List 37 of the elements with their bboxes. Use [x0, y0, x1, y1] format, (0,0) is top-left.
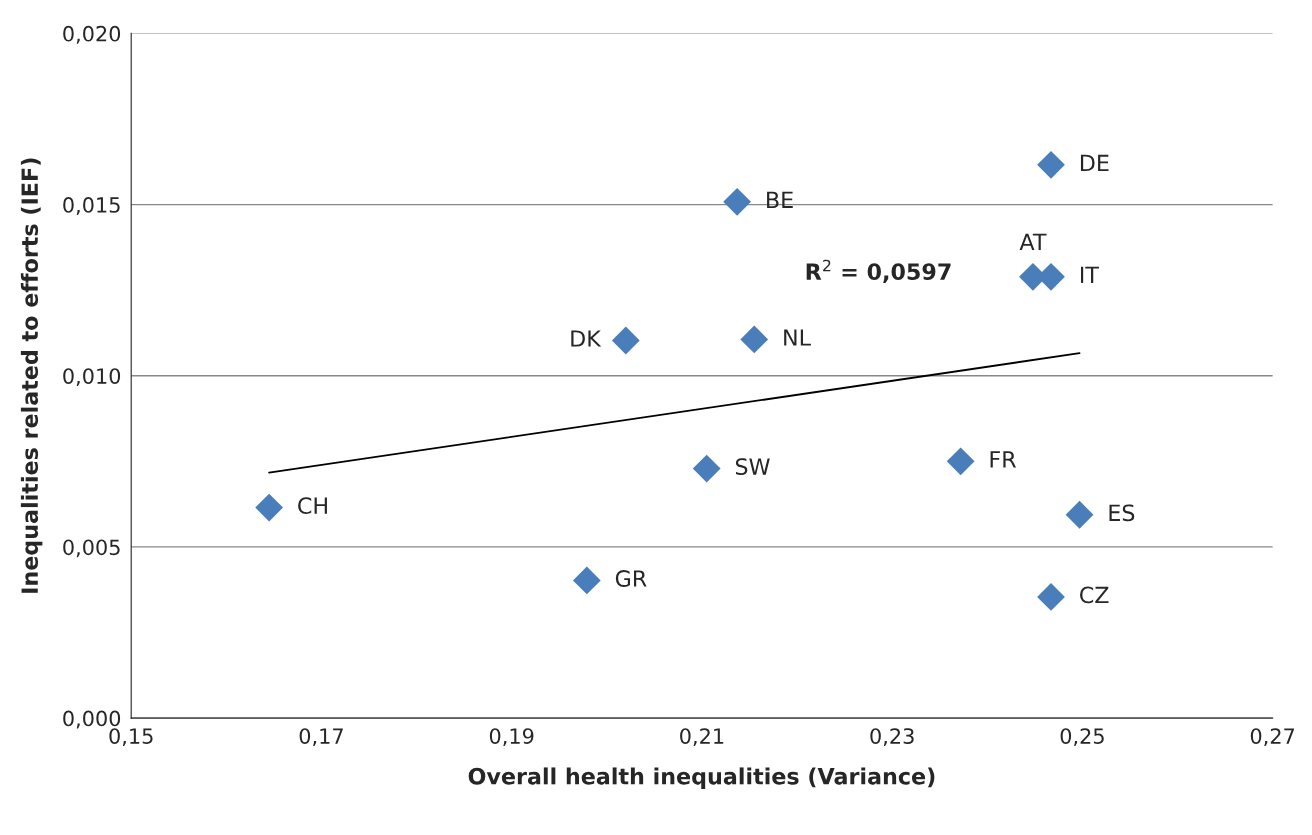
x-tick-label: 0,19 [489, 728, 534, 747]
annotation: DE [1080, 154, 1109, 171]
y-tick-label: 0,000 [63, 710, 121, 729]
annotation: GR [615, 570, 647, 587]
y-axis-title: Inequalities related to efforts (IEF) [20, 158, 43, 593]
annotation: BE [767, 191, 793, 208]
x-tick-label: 0,27 [1250, 728, 1295, 747]
x-tick-label: 0,23 [870, 728, 914, 747]
x-tick-label: 0,15 [109, 728, 153, 747]
point [1065, 500, 1094, 529]
point [1037, 583, 1065, 611]
y-tick-label: 0,020 [63, 25, 121, 44]
annotation: DK [571, 330, 602, 347]
point [946, 447, 975, 476]
annotation: CH [298, 497, 327, 514]
x-tick-label: 0,25 [1060, 728, 1104, 747]
point [255, 493, 284, 522]
annotation: R$^{2}$ = 0,0597 [806, 259, 951, 283]
point [1037, 150, 1065, 179]
annotation: CZ [1080, 586, 1109, 604]
y-tick-label: 0,015 [63, 197, 120, 215]
y-tick-label: 0,010 [63, 368, 121, 387]
annotation: SW [735, 458, 770, 475]
annotation: ES [1109, 504, 1135, 522]
annotation: AT [1019, 233, 1047, 250]
point [692, 454, 721, 483]
point [723, 187, 751, 216]
x-tick-label: 0,21 [680, 728, 724, 747]
annotation: IT [1080, 266, 1099, 283]
x-axis-title: Overall health inequalities (Variance) [468, 767, 935, 789]
x-tick-label: 0,17 [299, 728, 343, 747]
point [611, 326, 640, 355]
annotation: NL [784, 329, 811, 346]
annotation: FR [990, 451, 1017, 468]
y-tick-label: 0,005 [63, 539, 120, 558]
point [740, 325, 769, 354]
point [572, 566, 601, 595]
